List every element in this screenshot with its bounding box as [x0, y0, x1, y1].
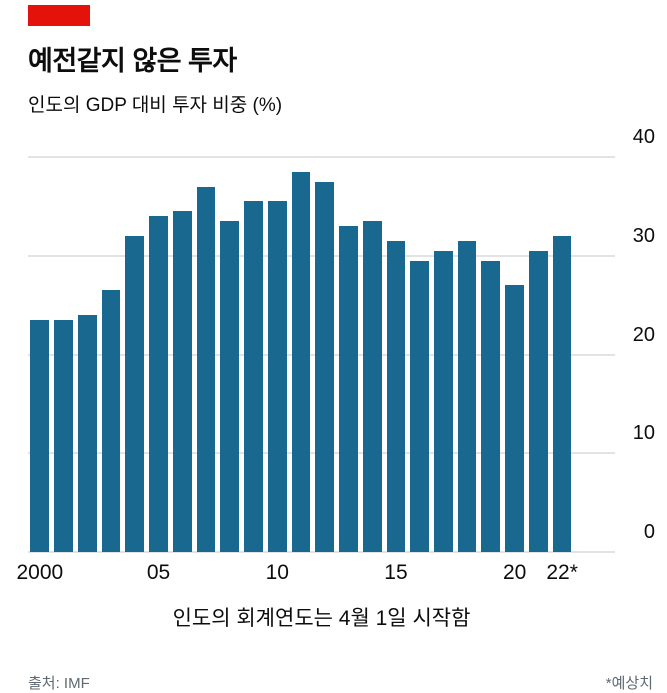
bar-slot [384, 157, 408, 552]
bar-slot [360, 157, 384, 552]
bar-slot [503, 157, 527, 552]
bar-2013 [339, 226, 358, 552]
bar-slot [170, 157, 194, 552]
bar-2009 [244, 201, 263, 552]
bar-2011 [291, 171, 311, 552]
bar-2010 [267, 201, 287, 552]
bar-2007 [196, 186, 216, 552]
bar-2016 [410, 260, 429, 552]
bar-2001 [54, 319, 73, 552]
bar-slot [408, 157, 432, 552]
bar-2002 [77, 315, 97, 552]
x-tick-label: 10 [265, 561, 289, 584]
bar-slot [479, 157, 503, 552]
bar-slot [550, 157, 574, 552]
bar-slot [52, 157, 76, 552]
x-tick-label: 05 [146, 561, 171, 584]
gridline [28, 551, 615, 553]
bar-slot [431, 157, 455, 552]
bar-slot [313, 157, 337, 552]
brand-accent-bar [28, 5, 90, 26]
bar-slot [28, 157, 52, 552]
bar-2004 [125, 236, 145, 552]
plot-area: 0 10 20 30 40 2000 05 10 15 20 22* [17, 127, 656, 583]
bar-2019 [481, 260, 501, 552]
chart-title: 예전같지 않은 투자 [28, 46, 237, 76]
bar-2000 [30, 319, 50, 552]
y-tick-label: 20 [632, 323, 655, 346]
bar-slot [289, 157, 313, 552]
bar-2005 [149, 216, 168, 552]
bar-2012 [315, 181, 335, 552]
y-tick-label: 40 [632, 126, 655, 148]
y-tick-label: 30 [632, 224, 655, 247]
x-tick-label: 20 [502, 561, 527, 584]
bar-2008 [220, 221, 240, 552]
x-tick-label: 2000 [16, 561, 64, 584]
bar-slot [75, 157, 99, 552]
bar-slot [265, 157, 289, 552]
bar-2018 [457, 240, 477, 552]
chart: 0 10 20 30 40 2000 05 10 15 20 22* [17, 127, 656, 590]
bar-2015 [386, 240, 406, 552]
estimate-note: *예상치 [605, 675, 653, 692]
bar-slot [455, 157, 479, 552]
bar-slot [242, 157, 266, 552]
y-tick-label: 10 [632, 422, 655, 445]
source-note: 출처: IMF [28, 675, 90, 692]
x-axis [28, 552, 615, 590]
gridline [28, 156, 615, 158]
bar-2014 [362, 221, 382, 552]
bar-slot [147, 157, 171, 552]
bar-2017 [433, 250, 453, 552]
bar-2021 [528, 250, 548, 552]
y-tick-label: 0 [643, 521, 655, 543]
footer: 출처: IMF *예상치 [28, 672, 655, 693]
bar-2022 [552, 236, 572, 552]
bar-2020 [505, 285, 524, 552]
bar-slot [99, 157, 123, 552]
bar-slot [194, 157, 218, 552]
chart-caption: 인도의 회계연도는 4월 1일 시작함 [172, 607, 471, 630]
bar-slot [526, 157, 550, 552]
bar-slot [218, 157, 242, 552]
x-tick-label: 15 [384, 561, 408, 584]
x-tick-label: 22* [546, 561, 578, 584]
bar-slot [337, 157, 361, 552]
bar-2006 [172, 211, 192, 552]
bars: 2000 05 10 15 20 22* [17, 157, 578, 583]
bar-slot [123, 157, 147, 552]
bar-2003 [101, 290, 121, 552]
chart-subtitle: 인도의 GDP 대비 투자 비중 (%) [28, 95, 283, 116]
